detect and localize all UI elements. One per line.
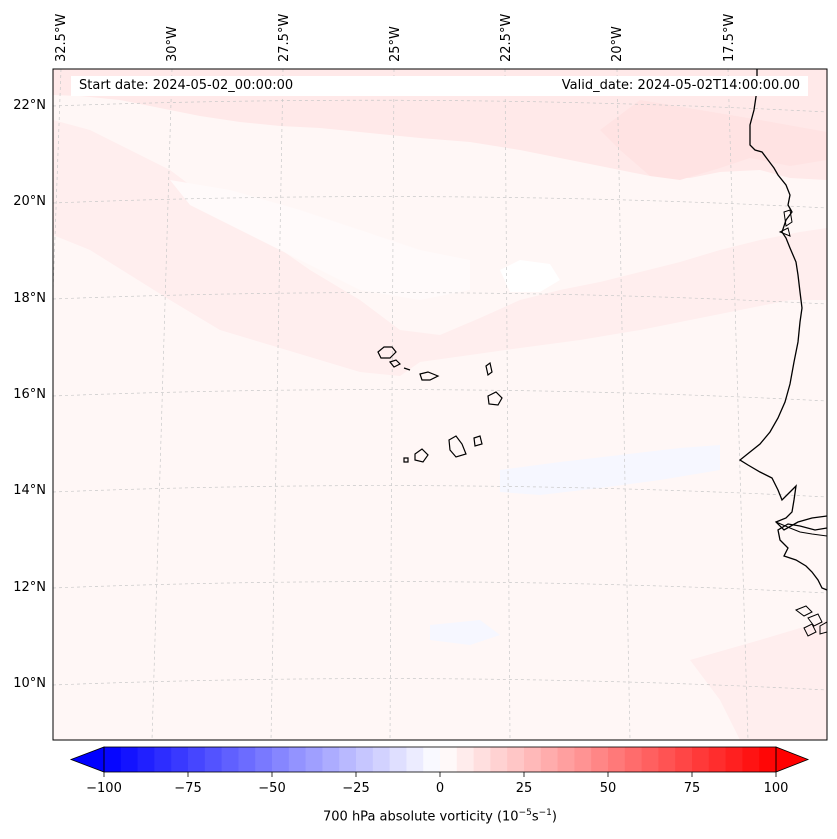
colorbar-segment [658,747,676,772]
colorbar-segment [608,747,626,772]
caption-exponent-1: −5 [518,808,532,818]
lat-label-18n: 18°N [13,291,46,306]
colorbar-segment [356,747,374,772]
colorbar-segment [137,747,155,772]
colorbar-segment [725,747,743,772]
colorbar-segment [591,747,609,772]
lat-label-20n: 20°N [13,194,46,209]
colorbar-segment [188,747,206,772]
cape-verde-islands [377,346,503,463]
colorbar-tick-label: 75 [683,781,701,796]
colorbar-segment [641,747,659,772]
lat-label-22n: 22°N [13,98,46,113]
colorbar-segment [524,747,542,772]
colorbar-segment [204,747,223,772]
lat-label-10n: 10°N [13,676,46,691]
caption-suffix: ) [551,809,557,825]
parallel-gridlines [53,99,827,691]
lat-label-12n: 12°N [13,580,46,595]
lat-label-14n: 14°N [13,483,46,498]
colorbar-caption: 700 hPa absolute vorticity (10−5s−1) [0,808,837,824]
colorbar-segment [272,747,290,772]
colorbar-segment [238,747,256,772]
vorticity-negative-patch-2 [430,620,500,645]
colorbar-tick-label: 0 [435,781,445,796]
gambia-river [775,521,827,537]
colorbar-segment [675,747,693,772]
colorbar-tick-label: 50 [599,781,617,796]
colorbar-segment [473,747,491,772]
colorbar-tick-label: 100 [763,781,789,796]
colorbar-segment [389,747,407,772]
colorbar-segment [490,747,508,772]
caption-prefix: 700 hPa absolute vorticity (10 [323,809,519,825]
colorbar-segment [759,747,777,772]
colorbar-segment [288,747,307,772]
colorbar-segment [372,747,391,772]
date-info-bar: Start date: 2024-05-02_00:00:00 Valid_da… [71,76,808,96]
colorbar-segment [104,747,122,772]
bissagos-islands [794,605,827,637]
colorbar-segment [557,747,575,772]
colorbar-segment [322,747,340,772]
colorbar-segment [692,747,710,772]
start-date: Start date: 2024-05-02_00:00:00 [79,78,294,93]
colorbar-segment [406,747,424,772]
colorbar-segment [339,747,357,772]
meridian-gridlines [53,69,749,740]
colorbar-segment [120,747,139,772]
colorbar-segment [456,747,475,772]
colorbar-segment [540,747,559,772]
colorbar-segment [440,747,458,772]
dakar-peninsula [778,209,793,237]
colorbar-segment [305,747,323,772]
african-coastline-south [777,523,827,591]
colorbar-tick-label: −100 [86,781,122,796]
colorbar-extend-low [69,746,105,773]
colorbar-segment [574,747,592,772]
vorticity-lower-band [690,620,827,740]
vorticity-positive-band-upper [600,100,827,180]
vorticity-positive-band-lower [53,120,400,376]
african-coastline [738,69,827,531]
caption-unit: s [531,809,539,825]
colorbar-extend-high [775,746,810,773]
colorbar-tick-label: −25 [342,781,370,796]
valid-date: Valid_date: 2024-05-02T14:00:00.00 [561,78,800,93]
colorbar-segment [171,747,189,772]
colorbar-tick-label: 25 [515,781,533,796]
colorbar-segment [507,747,525,772]
vorticity-negative-patch [500,445,720,495]
caption-exponent-2: −1 [538,808,552,818]
lat-label-16n: 16°N [13,387,46,402]
colorbar-segment [255,747,273,772]
colorbar-tick-label: −50 [258,781,286,796]
colorbar-segment [708,747,727,772]
map-frame [52,68,828,741]
colorbar-segment [423,747,441,772]
colorbar-segment [624,747,643,772]
colorbar-segment [742,747,760,772]
vorticity-white-pocket [500,260,560,292]
colorbar-segment [221,747,239,772]
colorbar-segment [154,747,172,772]
colorbar-tick-label: −75 [174,781,202,796]
vorticity-white-pocket-2 [170,180,470,300]
